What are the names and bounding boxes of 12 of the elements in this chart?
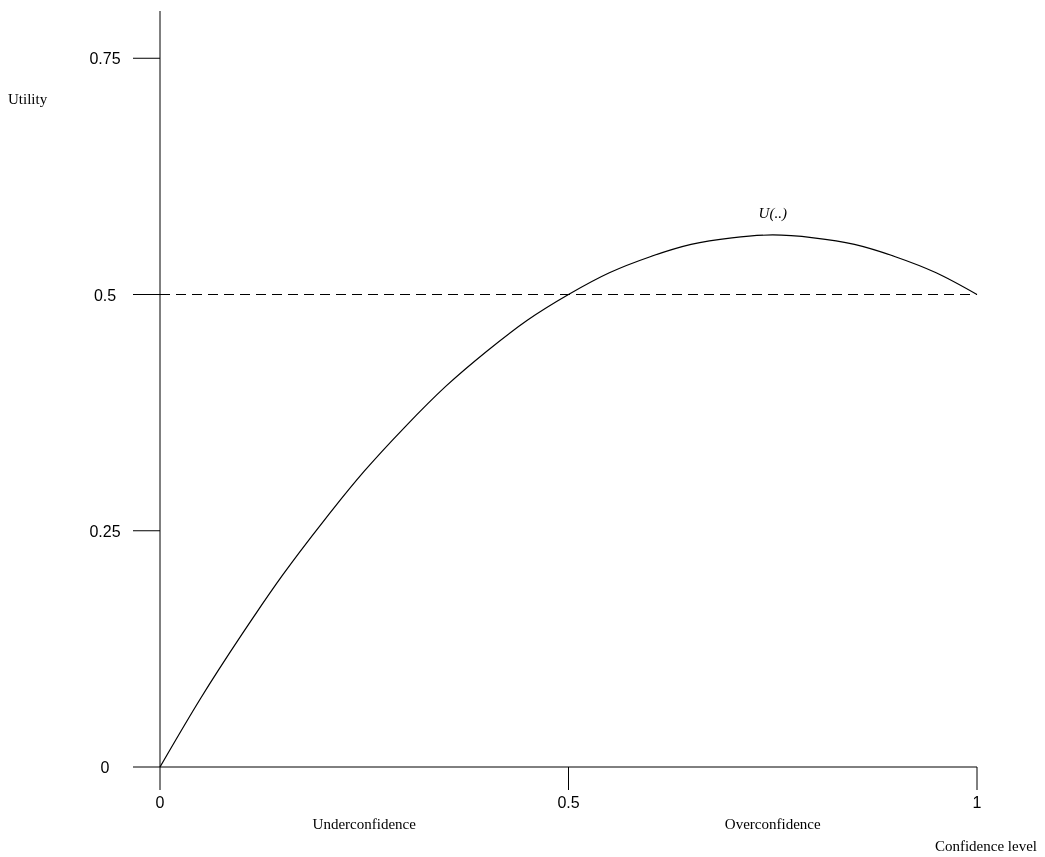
y-tick-label: 0.25	[89, 522, 121, 540]
y-tick-label: 0.5	[93, 286, 117, 304]
x-axis-title: Confidence level	[934, 838, 1037, 854]
annotation: U(..)	[758, 204, 787, 222]
x-tick-label: 0	[155, 794, 165, 811]
y-tick-label: 0	[100, 759, 110, 776]
text: Overconfidence	[724, 816, 821, 832]
y-axis-title: Utility	[8, 91, 48, 107]
y-tick-label: 0.75	[89, 50, 121, 68]
x-tick-label: 1	[972, 794, 982, 811]
x-tick-label: 0.5	[557, 794, 580, 811]
text: Underconfidence	[312, 816, 417, 832]
